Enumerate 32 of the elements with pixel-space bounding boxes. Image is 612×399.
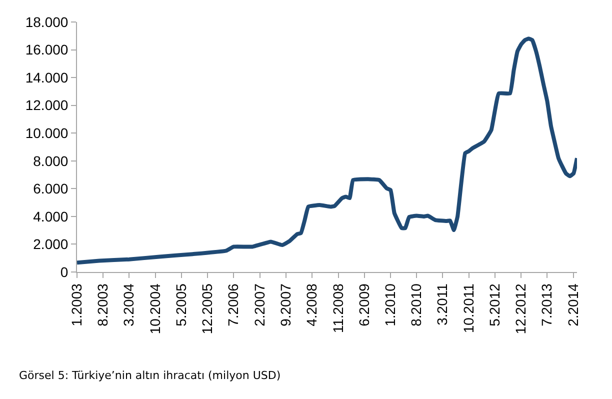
- x-tick-label: 7.2006: [225, 283, 242, 326]
- y-tick-label: 0: [60, 264, 68, 280]
- x-tick-label: 5.2012: [486, 283, 502, 326]
- x-tick-label: 8.2003: [94, 283, 111, 326]
- y-tick-label: 18.000: [25, 14, 68, 30]
- text: Görsel 5: Türkiye’nin altın ihracatı (milyon USD): [19, 369, 281, 382]
- x-tick-label: 1.2010: [382, 283, 398, 326]
- x-tick-label: 11.2008: [330, 283, 346, 334]
- y-tick-label: 2.000: [33, 236, 68, 252]
- x-tick-label: 5.2005: [172, 283, 189, 326]
- x-tick-label: 7.2013: [538, 283, 555, 326]
- x-tick-label: 2.2014: [565, 283, 582, 326]
- x-tick-label: 9.2007: [278, 283, 294, 326]
- x-tick-label: 12.2012: [512, 283, 529, 334]
- x-tick-label: 3.2004: [120, 283, 137, 326]
- x-tick-label: 1.2003: [68, 283, 85, 326]
- line-series: [77, 36, 577, 265]
- y-tick-label: 16.000: [25, 42, 68, 58]
- y-tick-label: 10.000: [25, 125, 68, 142]
- x-tick-label: 12.2005: [199, 283, 216, 334]
- x-tick-label: 10.2011: [460, 283, 476, 334]
- x-tick-label: 10.2004: [146, 283, 163, 334]
- y-tick-label: 12.000: [25, 97, 68, 114]
- y-tick-label: 8.000: [33, 152, 68, 169]
- x-tick-label: 2.2007: [252, 283, 268, 326]
- y-tick-label: 14.000: [25, 69, 68, 86]
- y-tick-label: 4.000: [33, 208, 68, 224]
- x-tick-label: 3.2011: [434, 283, 450, 326]
- x-tick-label: 8.2010: [408, 283, 424, 326]
- x-tick-label: 6.2009: [356, 283, 372, 326]
- y-tick-label: 6.000: [33, 180, 68, 197]
- x-tick-label: 4.2008: [304, 283, 320, 326]
